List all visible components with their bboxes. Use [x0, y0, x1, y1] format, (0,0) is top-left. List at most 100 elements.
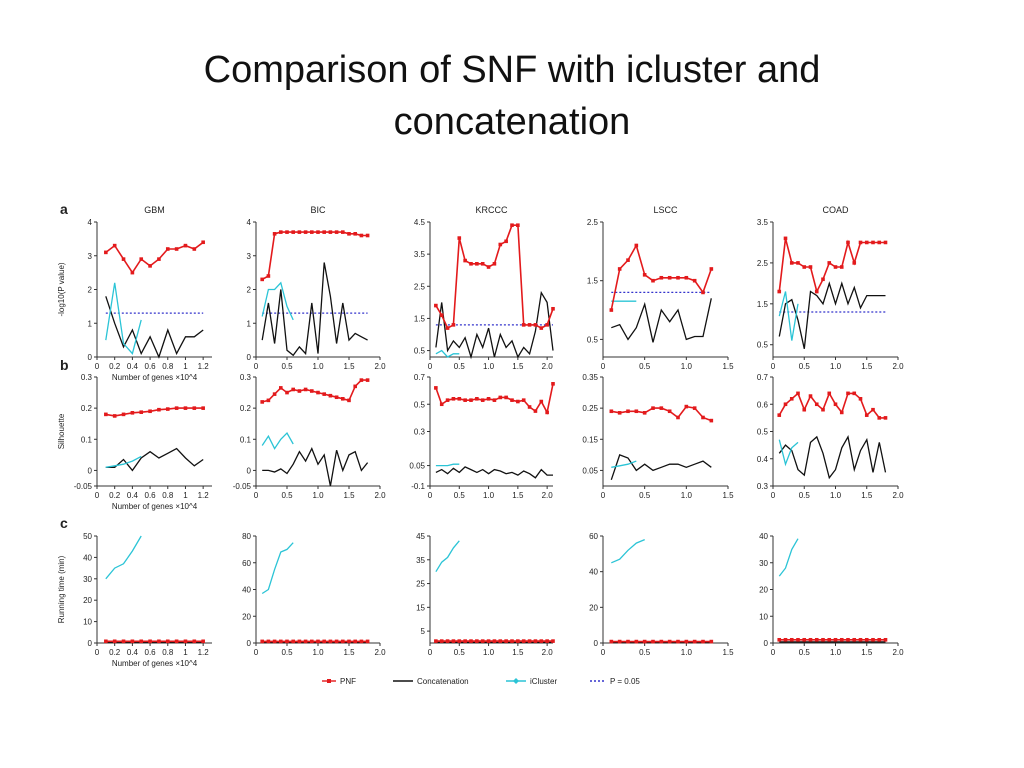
- row-b-bic-y-tick-label: 0.1: [240, 435, 252, 444]
- row-a-coad-pnf-point: [852, 261, 857, 265]
- row-a-krccc-y-tick-label: 3.5: [414, 250, 426, 259]
- row-b-gbm-x-tick-label: 0.2: [109, 491, 121, 500]
- row-c-coad-pnf-point: [871, 637, 875, 642]
- row-b-coad-y-tick-label: 0.6: [757, 400, 769, 409]
- row-a-coad-pnf-point: [802, 265, 807, 269]
- row-c-gbm-pnf-point: [104, 639, 108, 644]
- row-b-krccc-x-tick-label: 1.0: [483, 491, 495, 500]
- row-b-coad-x-tick-label: 1.5: [861, 491, 873, 500]
- legend-concatenation-label: Concatenation: [417, 677, 469, 686]
- row-b-gbm-y-tick-label: 0: [88, 466, 93, 475]
- row-c-krccc-pnf-point: [533, 639, 538, 643]
- row-a-krccc-y-tick-label: 1.5: [414, 314, 426, 323]
- row-b-krccc-pnf-point: [480, 398, 485, 402]
- row-c-bic-x-tick-label: 0: [254, 648, 259, 657]
- row-a-gbm-x-tick-label: 0.8: [162, 362, 174, 371]
- row-b-coad-x-tick-label: 0.5: [799, 491, 811, 500]
- row-a-coad-y-tick-label: 3.5: [757, 218, 769, 227]
- row-a-krccc-pnf-point: [545, 323, 549, 327]
- row-b-krccc-pnf-point: [451, 397, 456, 401]
- row-c-lscc-panel: 0 0.5 1.0 1.5 0 20 40 60: [589, 532, 734, 657]
- row-c-bic-pnf-point: [272, 639, 277, 644]
- row-a-gbm-x-label: Number of genes ×10^4: [112, 373, 198, 382]
- row-a-gbm-pnf-point: [148, 264, 152, 268]
- row-c-gbm-x-tick-label: 0.8: [162, 648, 174, 657]
- row-b-bic-pnf-point: [328, 393, 333, 398]
- row-b-bic-pnf-line: [262, 379, 368, 403]
- row-c-gbm-pnf-point: [183, 639, 188, 644]
- row-b-lscc-pnf-point: [692, 406, 697, 410]
- row-b-coad-pnf-point: [833, 402, 838, 407]
- row-b-coad-x-tick-label: 1.0: [830, 491, 842, 500]
- row-b-gbm-x-tick-label: 1.2: [198, 491, 210, 500]
- row-a-lscc-pnf-point: [609, 308, 614, 312]
- row-b-gbm-y-tick-label: 0.2: [81, 404, 93, 413]
- row-c-coad-pnf-point: [827, 637, 832, 642]
- row-c-bic-panel: 0 0.5 1.0 1.5 2.0 0 20 40 60 80: [242, 532, 386, 657]
- row-c-coad-x-tick-label: 0.5: [799, 648, 811, 657]
- row-b-krccc-pnf-point: [463, 398, 467, 402]
- row-a-bic-pnf-point: [291, 230, 295, 234]
- row-a-bic-concatenation-line: [261, 262, 368, 357]
- row-c-bic-y-tick-label: 0: [247, 639, 252, 648]
- row-b-coad-pnf-point: [877, 416, 882, 420]
- row-a-bic-icluster-line: [261, 281, 294, 321]
- row-b-gbm-x-label: Number of genes ×10^4: [112, 502, 198, 511]
- row-a-krccc-pnf-point: [457, 236, 462, 240]
- row-c-bic-y-tick-label: 20: [242, 612, 251, 621]
- row-c-gbm-x-tick-label: 0: [95, 648, 100, 657]
- row-b-coad-pnf-point: [839, 410, 844, 415]
- row-b-gbm-pnf-point: [201, 406, 205, 410]
- row-b-lscc-pnf-point: [634, 409, 639, 414]
- row-c-gbm-x-tick-label: 1.2: [198, 648, 210, 657]
- row-a-lscc-concatenation-line: [611, 298, 712, 343]
- row-a-coad-x-tick-label: 1.5: [861, 362, 873, 371]
- row-c-bic-pnf-point: [310, 639, 314, 644]
- row-c-krccc-pnf-point: [539, 639, 544, 643]
- row-a-lscc-pnf-point: [709, 267, 714, 271]
- row-a-gbm-x-tick-label: 0.6: [145, 362, 157, 371]
- row-b-krccc-concatenation-line: [435, 466, 553, 479]
- row-c-lscc-y-tick-label: 40: [589, 568, 598, 577]
- row-b-coad-y-tick-label: 0.3: [757, 482, 769, 491]
- row-a-krccc-x-tick-label: 0.5: [454, 362, 466, 371]
- row-a-krccc-title: KRCCC: [475, 205, 508, 215]
- row-b-lscc-y-tick-label: 0.35: [582, 373, 598, 382]
- row-c-coad-x-tick-label: 0: [771, 648, 776, 657]
- row-b-krccc-pnf-point: [510, 398, 514, 402]
- row-a-coad-title: COAD: [822, 205, 849, 215]
- row-b-coad-panel: 0 0.5 1.0 1.5 2.0 0.3 0.4 0.5 0.6 0.7: [757, 373, 904, 500]
- row-a-lscc-pnf-point: [651, 278, 655, 283]
- row-c-gbm-panel: 0 0.2 0.4 0.6 0.8 1 1.2 0 10 20 30 40 50 Number of ge…: [57, 532, 212, 668]
- row-a-lscc-title: LSCC: [653, 205, 678, 215]
- row-c-coad-pnf-point: [858, 637, 863, 642]
- row-a-coad-x-tick-label: 0: [771, 362, 776, 371]
- row-a-gbm-pnf-point: [165, 247, 170, 251]
- row-a-lscc-x-tick-label: 1.0: [681, 362, 693, 371]
- row-c-coad-pnf-point: [839, 637, 844, 642]
- row-a-coad-x-tick-label: 2.0: [892, 362, 904, 371]
- row-c-bic-icluster-line: [261, 542, 294, 595]
- row-c-bic-y-tick-label: 60: [242, 559, 251, 568]
- row-b-bic-pnf-point: [297, 389, 302, 393]
- row-b-gbm-pnf-point: [183, 406, 188, 410]
- row-c-gbm-icluster-line: [105, 535, 142, 580]
- row-b-gbm-pnf-point: [157, 407, 161, 412]
- row-a-gbm-pnf-line: [105, 241, 204, 275]
- row-b-lscc-x-tick-label: 1.5: [722, 491, 734, 500]
- row-b-lscc-y-tick-label: 0.15: [582, 435, 598, 444]
- row-a-lscc-x-tick-label: 0: [601, 362, 606, 371]
- row-a-krccc-pnf-point: [504, 239, 508, 244]
- row-a-coad-panel: 0 0.5 1.0 1.5 2.0 0.5 1.5 2.5 3.5 COAD: [757, 205, 904, 371]
- legend-p-0-05-label: P = 0.05: [610, 677, 640, 686]
- row-c-coad-pnf-point: [814, 637, 819, 642]
- row-c-coad-icluster-line: [778, 538, 799, 577]
- row-b-lscc-pnf-point: [609, 409, 614, 414]
- row-c-bic-pnf-point: [266, 639, 271, 644]
- row-a-lscc-y-tick-label: 0.5: [587, 335, 599, 344]
- row-b-bic-y-tick-label: -0.05: [233, 482, 252, 491]
- row-b-krccc-pnf-point: [521, 398, 526, 402]
- row-b-krccc-pnf-point: [475, 397, 479, 401]
- row-a-lscc-x-tick-label: 1.5: [722, 362, 734, 371]
- row-a-krccc-pnf-point: [445, 326, 450, 330]
